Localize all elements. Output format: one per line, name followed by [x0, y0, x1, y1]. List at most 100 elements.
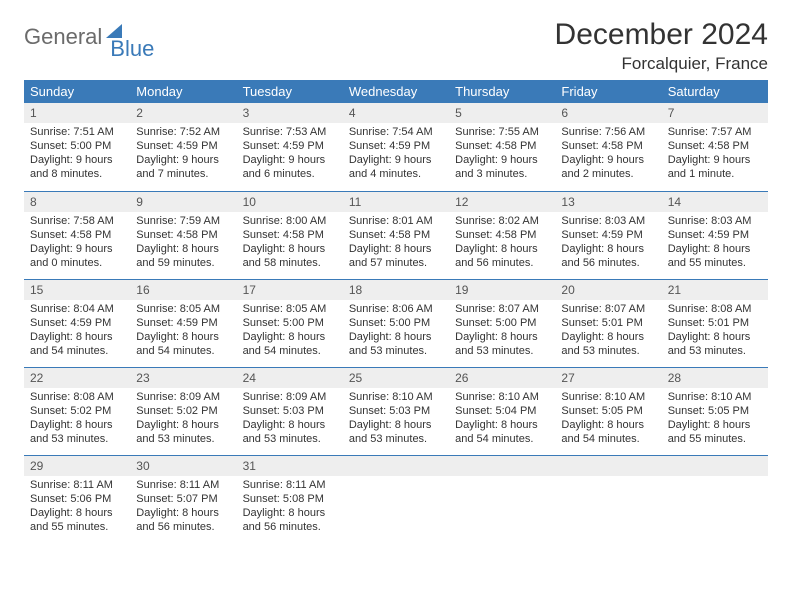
day-details: Sunrise: 8:10 AMSunset: 5:03 PMDaylight:… — [343, 388, 449, 450]
day-details: Sunrise: 8:11 AMSunset: 5:06 PMDaylight:… — [24, 476, 130, 538]
day-day1: Daylight: 8 hours — [243, 330, 337, 344]
day-details: Sunrise: 8:03 AMSunset: 4:59 PMDaylight:… — [662, 212, 768, 274]
day-day1: Daylight: 9 hours — [668, 153, 762, 167]
calendar-cell: 8Sunrise: 7:58 AMSunset: 4:58 PMDaylight… — [24, 191, 130, 279]
day-sunset: Sunset: 5:04 PM — [455, 404, 549, 418]
day-sunrise: Sunrise: 7:59 AM — [136, 214, 230, 228]
day-sunset: Sunset: 4:59 PM — [136, 139, 230, 153]
calendar-body: 1Sunrise: 7:51 AMSunset: 5:00 PMDaylight… — [24, 103, 768, 543]
day-number: 6 — [555, 103, 661, 123]
weekday-friday: Friday — [555, 80, 661, 103]
title-block: December 2024 Forcalquier, France — [555, 18, 768, 74]
day-day1: Daylight: 8 hours — [561, 242, 655, 256]
day-day2: and 53 minutes. — [561, 344, 655, 358]
day-sunset: Sunset: 5:05 PM — [561, 404, 655, 418]
calendar-cell: 24Sunrise: 8:09 AMSunset: 5:03 PMDayligh… — [237, 367, 343, 455]
day-sunrise: Sunrise: 7:52 AM — [136, 125, 230, 139]
day-sunrise: Sunrise: 8:02 AM — [455, 214, 549, 228]
day-number: 31 — [237, 455, 343, 476]
day-sunset: Sunset: 4:59 PM — [668, 228, 762, 242]
day-day2: and 6 minutes. — [243, 167, 337, 181]
calendar-cell — [555, 455, 661, 543]
day-sunrise: Sunrise: 7:54 AM — [349, 125, 443, 139]
day-sunset: Sunset: 4:58 PM — [668, 139, 762, 153]
calendar-cell: 4Sunrise: 7:54 AMSunset: 4:59 PMDaylight… — [343, 103, 449, 191]
day-details: Sunrise: 8:07 AMSunset: 5:00 PMDaylight:… — [449, 300, 555, 362]
day-number: 8 — [24, 191, 130, 212]
calendar-cell: 28Sunrise: 8:10 AMSunset: 5:05 PMDayligh… — [662, 367, 768, 455]
day-day2: and 54 minutes. — [136, 344, 230, 358]
day-day1: Daylight: 8 hours — [243, 418, 337, 432]
calendar-cell: 22Sunrise: 8:08 AMSunset: 5:02 PMDayligh… — [24, 367, 130, 455]
day-number: 4 — [343, 103, 449, 123]
day-sunrise: Sunrise: 8:11 AM — [30, 478, 124, 492]
day-number: 20 — [555, 279, 661, 300]
day-details: Sunrise: 8:08 AMSunset: 5:02 PMDaylight:… — [24, 388, 130, 450]
location: Forcalquier, France — [555, 54, 768, 74]
day-day2: and 53 minutes. — [30, 432, 124, 446]
calendar-table: Sunday Monday Tuesday Wednesday Thursday… — [24, 80, 768, 543]
calendar-cell: 14Sunrise: 8:03 AMSunset: 4:59 PMDayligh… — [662, 191, 768, 279]
day-sunset: Sunset: 5:01 PM — [668, 316, 762, 330]
day-number: 2 — [130, 103, 236, 123]
day-sunrise: Sunrise: 7:58 AM — [30, 214, 124, 228]
day-number: 28 — [662, 367, 768, 388]
day-day1: Daylight: 8 hours — [455, 330, 549, 344]
weekday-thursday: Thursday — [449, 80, 555, 103]
day-sunset: Sunset: 4:58 PM — [561, 139, 655, 153]
day-sunrise: Sunrise: 8:00 AM — [243, 214, 337, 228]
day-details: Sunrise: 8:04 AMSunset: 4:59 PMDaylight:… — [24, 300, 130, 362]
calendar-row: 15Sunrise: 8:04 AMSunset: 4:59 PMDayligh… — [24, 279, 768, 367]
calendar-cell: 5Sunrise: 7:55 AMSunset: 4:58 PMDaylight… — [449, 103, 555, 191]
day-number: 22 — [24, 367, 130, 388]
day-day1: Daylight: 8 hours — [136, 418, 230, 432]
day-sunrise: Sunrise: 7:53 AM — [243, 125, 337, 139]
logo-text-blue: Blue — [110, 36, 154, 62]
day-number: 30 — [130, 455, 236, 476]
weekday-header-row: Sunday Monday Tuesday Wednesday Thursday… — [24, 80, 768, 103]
day-day1: Daylight: 8 hours — [349, 330, 443, 344]
day-day2: and 3 minutes. — [455, 167, 549, 181]
day-number: 9 — [130, 191, 236, 212]
day-sunrise: Sunrise: 7:56 AM — [561, 125, 655, 139]
day-sunset: Sunset: 4:59 PM — [136, 316, 230, 330]
day-day2: and 53 minutes. — [668, 344, 762, 358]
day-details: Sunrise: 7:55 AMSunset: 4:58 PMDaylight:… — [449, 123, 555, 185]
day-day2: and 7 minutes. — [136, 167, 230, 181]
day-number: 23 — [130, 367, 236, 388]
logo-text-general: General — [24, 24, 102, 50]
day-day1: Daylight: 8 hours — [243, 242, 337, 256]
day-details: Sunrise: 7:53 AMSunset: 4:59 PMDaylight:… — [237, 123, 343, 185]
day-details: Sunrise: 8:10 AMSunset: 5:05 PMDaylight:… — [555, 388, 661, 450]
day-day2: and 59 minutes. — [136, 256, 230, 270]
calendar-cell: 1Sunrise: 7:51 AMSunset: 5:00 PMDaylight… — [24, 103, 130, 191]
day-sunset: Sunset: 4:59 PM — [30, 316, 124, 330]
day-day2: and 54 minutes. — [561, 432, 655, 446]
day-number: 24 — [237, 367, 343, 388]
day-details: Sunrise: 7:57 AMSunset: 4:58 PMDaylight:… — [662, 123, 768, 185]
day-sunset: Sunset: 5:01 PM — [561, 316, 655, 330]
day-day2: and 57 minutes. — [349, 256, 443, 270]
day-details: Sunrise: 8:09 AMSunset: 5:03 PMDaylight:… — [237, 388, 343, 450]
day-day2: and 53 minutes. — [349, 344, 443, 358]
day-sunrise: Sunrise: 8:08 AM — [30, 390, 124, 404]
day-sunrise: Sunrise: 8:11 AM — [136, 478, 230, 492]
day-sunset: Sunset: 5:05 PM — [668, 404, 762, 418]
calendar-cell: 6Sunrise: 7:56 AMSunset: 4:58 PMDaylight… — [555, 103, 661, 191]
calendar-row: 8Sunrise: 7:58 AMSunset: 4:58 PMDaylight… — [24, 191, 768, 279]
calendar-cell: 3Sunrise: 7:53 AMSunset: 4:59 PMDaylight… — [237, 103, 343, 191]
calendar-row: 22Sunrise: 8:08 AMSunset: 5:02 PMDayligh… — [24, 367, 768, 455]
day-number: 17 — [237, 279, 343, 300]
weekday-saturday: Saturday — [662, 80, 768, 103]
day-details: Sunrise: 8:09 AMSunset: 5:02 PMDaylight:… — [130, 388, 236, 450]
day-details: Sunrise: 8:11 AMSunset: 5:08 PMDaylight:… — [237, 476, 343, 538]
day-number: 25 — [343, 367, 449, 388]
day-day1: Daylight: 8 hours — [455, 242, 549, 256]
calendar-cell: 11Sunrise: 8:01 AMSunset: 4:58 PMDayligh… — [343, 191, 449, 279]
day-details: Sunrise: 8:02 AMSunset: 4:58 PMDaylight:… — [449, 212, 555, 274]
day-day1: Daylight: 9 hours — [243, 153, 337, 167]
calendar-cell: 9Sunrise: 7:59 AMSunset: 4:58 PMDaylight… — [130, 191, 236, 279]
day-number: 10 — [237, 191, 343, 212]
calendar-cell: 23Sunrise: 8:09 AMSunset: 5:02 PMDayligh… — [130, 367, 236, 455]
day-number-empty — [449, 455, 555, 476]
